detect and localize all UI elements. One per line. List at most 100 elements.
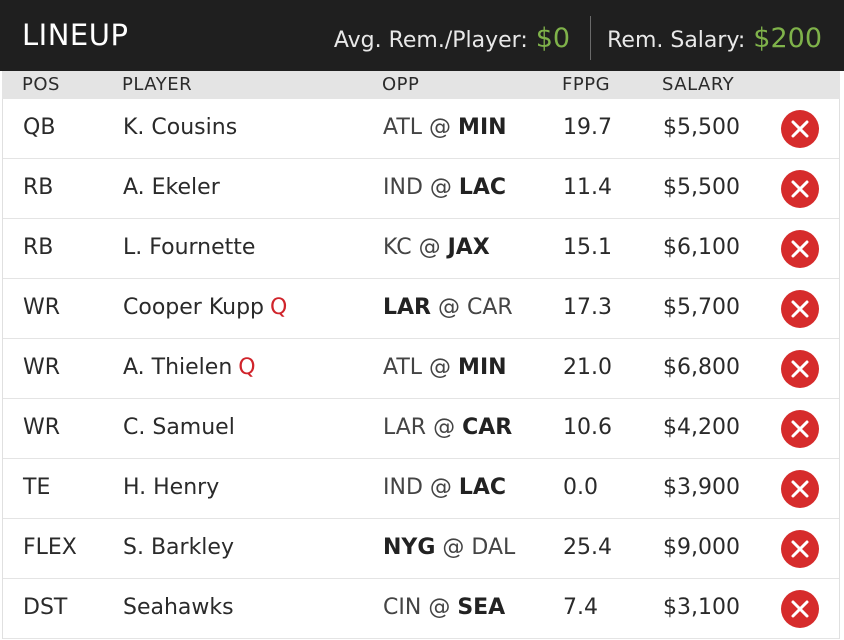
at-symbol: @ [433,415,456,440]
remove-player-button[interactable] [781,410,819,448]
table-row[interactable]: WR A. Thielen Q ATL @ MIN 21.0 $6,800 [3,339,839,399]
player-name-cell[interactable]: H. Henry [123,459,225,517]
player-name[interactable]: A. Ekeler [123,175,220,200]
table-row[interactable]: WR C. Samuel LAR @ CAR 10.6 $4,200 [3,399,839,459]
home-team: LAC [458,175,507,200]
away-team: IND [383,475,423,500]
remaining-salary-label: Rem. Salary: [607,27,746,53]
close-icon [791,240,809,258]
salary-stats: Avg. Rem./Player: $0 Rem. Salary: $200 [334,16,822,60]
player-name-cell[interactable]: K. Cousins [123,99,243,157]
player-salary: $5,500 [663,175,740,200]
player-name-cell[interactable]: L. Fournette [123,219,261,277]
player-salary: $3,900 [663,475,740,500]
at-symbol: @ [429,175,452,200]
player-name[interactable]: A. Thielen [123,355,233,380]
table-row[interactable]: RB L. Fournette KC @ JAX 15.1 $6,100 [3,219,839,279]
home-team: DAL [471,535,516,560]
at-symbol: @ [429,115,452,140]
player-position: QB [23,115,56,140]
player-name[interactable]: L. Fournette [123,235,256,260]
away-team: IND [383,175,423,200]
player-salary: $5,700 [663,295,740,320]
matchup: ATL @ MIN [383,339,507,397]
player-fppg: 21.0 [563,355,612,380]
matchup: KC @ JAX [383,219,490,277]
matchup: IND @ LAC [383,459,506,517]
table-row[interactable]: DST Seahawks CIN @ SEA 7.4 $3,100 [3,579,839,639]
table-row[interactable]: RB A. Ekeler IND @ LAC 11.4 $5,500 [3,159,839,219]
injury-status-badge: Q [270,295,288,320]
player-position: TE [23,475,51,500]
at-symbol: @ [428,595,451,620]
close-icon [791,480,809,498]
remove-player-button[interactable] [781,590,819,628]
lineup-table: QB K. Cousins ATL @ MIN 19.7 $5,500 RB A. Ekel… [2,99,840,639]
player-position: WR [23,295,61,320]
away-team: KC [383,235,412,260]
player-name-cell[interactable]: A. Ekeler [123,159,226,217]
remove-player-button[interactable] [781,290,819,328]
player-name[interactable]: Cooper Kupp [123,295,265,320]
column-header-row: POS PLAYER OPP FPPG SALARY [2,71,840,99]
player-name[interactable]: C. Samuel [123,415,235,440]
player-position: RB [23,175,54,200]
remaining-salary-stat: Rem. Salary: $200 [607,23,822,54]
player-salary: $9,000 [663,535,740,560]
remove-player-button[interactable] [781,350,819,388]
close-icon [791,360,809,378]
player-name-cell[interactable]: Seahawks [123,579,240,637]
stat-divider [590,16,592,60]
player-name[interactable]: Seahawks [123,595,234,620]
player-name-cell[interactable]: Cooper Kupp Q [123,279,287,337]
away-team: LAR [383,295,431,320]
column-header-pos: POS [22,74,60,95]
away-team: CIN [383,595,422,620]
remove-player-button[interactable] [781,170,819,208]
player-fppg: 17.3 [563,295,612,320]
player-name-cell[interactable]: S. Barkley [123,519,240,577]
at-symbol: @ [418,235,441,260]
away-team: NYG [383,535,436,560]
avg-remaining-stat: Avg. Rem./Player: $0 [334,23,570,54]
close-icon [791,120,809,138]
remaining-salary-value: $200 [753,22,822,54]
table-row[interactable]: WR Cooper Kupp Q LAR @ CAR 17.3 $5,700 [3,279,839,339]
player-name[interactable]: S. Barkley [123,535,234,560]
lineup-title: LINEUP [22,18,129,52]
matchup: CIN @ SEA [383,579,505,637]
close-icon [791,600,809,618]
player-fppg: 10.6 [563,415,612,440]
home-team: JAX [447,235,490,260]
table-row[interactable]: TE H. Henry IND @ LAC 0.0 $3,900 [3,459,839,519]
player-fppg: 7.4 [563,595,598,620]
table-row[interactable]: QB K. Cousins ATL @ MIN 19.7 $5,500 [3,99,839,159]
remove-player-button[interactable] [781,470,819,508]
player-fppg: 0.0 [563,475,598,500]
player-salary: $4,200 [663,415,740,440]
at-symbol: @ [442,535,465,560]
home-team: MIN [458,355,507,380]
player-name-cell[interactable]: C. Samuel [123,399,241,457]
matchup: LAR @ CAR [383,279,513,337]
player-position: FLEX [23,535,77,560]
away-team: ATL [383,355,423,380]
player-name[interactable]: H. Henry [123,475,220,500]
home-team: LAC [458,475,507,500]
player-position: DST [23,595,68,620]
column-header-fppg: FPPG [562,74,611,95]
table-row[interactable]: FLEX S. Barkley NYG @ DAL 25.4 $9,000 [3,519,839,579]
player-name[interactable]: K. Cousins [123,115,238,140]
remove-player-button[interactable] [781,530,819,568]
remove-player-button[interactable] [781,110,819,148]
avg-remaining-label: Avg. Rem./Player: [333,27,528,53]
home-team: CAR [467,295,513,320]
column-header-salary: SALARY [662,74,735,95]
player-position: WR [23,355,61,380]
remove-player-button[interactable] [781,230,819,268]
avg-remaining-value: $0 [535,22,571,54]
player-position: WR [23,415,61,440]
matchup: IND @ LAC [383,159,506,217]
player-name-cell[interactable]: A. Thielen Q [123,339,256,397]
